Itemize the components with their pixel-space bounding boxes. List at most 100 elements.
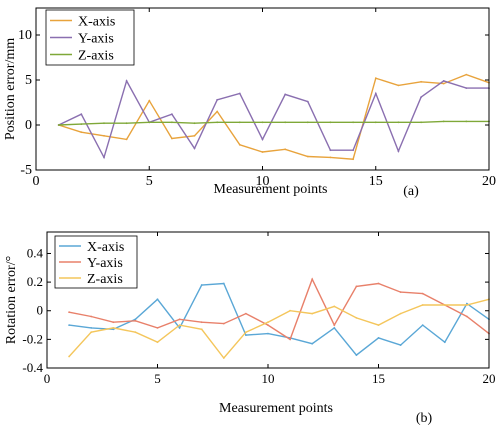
data-point bbox=[134, 331, 137, 334]
data-point bbox=[238, 92, 241, 95]
data-point bbox=[329, 156, 332, 159]
data-point bbox=[442, 120, 445, 123]
chart-panel-b: 0 5 10 15 20 -0.4 -0.2 0 0.2 0.4 Measurement point… bbox=[4, 231, 496, 426]
data-point bbox=[352, 121, 354, 124]
data-point bbox=[171, 113, 173, 116]
data-point bbox=[216, 98, 219, 101]
data-point bbox=[222, 282, 225, 285]
series-line-x-axis bbox=[58, 73, 490, 160]
data-point bbox=[148, 99, 151, 102]
data-point bbox=[355, 354, 358, 356]
data-point bbox=[397, 121, 400, 124]
data-point bbox=[420, 121, 422, 124]
data-point bbox=[261, 121, 264, 124]
data-point bbox=[399, 312, 402, 315]
series-line-z-axis bbox=[58, 120, 489, 126]
data-point bbox=[222, 322, 225, 325]
y-tick-label: 0 bbox=[25, 118, 32, 133]
data-point bbox=[68, 324, 70, 326]
data-point bbox=[245, 331, 247, 334]
data-point bbox=[399, 291, 402, 293]
data-point bbox=[442, 80, 445, 82]
data-point bbox=[421, 292, 424, 295]
x-tick-label: 15 bbox=[369, 174, 383, 189]
data-point bbox=[156, 341, 159, 344]
data-point bbox=[171, 137, 173, 140]
data-point bbox=[421, 324, 424, 326]
data-point bbox=[374, 77, 377, 80]
legend-entry-label: Z-axis bbox=[87, 272, 123, 287]
data-point bbox=[245, 334, 247, 336]
data-point bbox=[465, 87, 468, 89]
data-point bbox=[267, 332, 269, 335]
y-tick-label: -5 bbox=[20, 163, 32, 178]
data-point bbox=[125, 138, 128, 141]
legend-entry-label: Z-axis bbox=[78, 49, 114, 64]
data-point bbox=[355, 285, 358, 288]
legend-entry-label: Y-axis bbox=[78, 32, 114, 47]
x-axis-label: Measurement points bbox=[214, 182, 328, 197]
data-point bbox=[397, 84, 400, 87]
data-point bbox=[377, 282, 380, 285]
data-point bbox=[289, 338, 291, 341]
data-point bbox=[284, 93, 287, 96]
series-line-y-axis bbox=[58, 79, 489, 160]
data-point bbox=[355, 317, 358, 319]
data-point bbox=[329, 121, 332, 124]
series-line-y-axis bbox=[68, 277, 490, 341]
data-point bbox=[68, 355, 70, 358]
data-point bbox=[311, 342, 314, 345]
data-point bbox=[216, 110, 219, 113]
panel-label: (a) bbox=[403, 184, 419, 199]
data-point bbox=[216, 121, 219, 124]
data-point bbox=[238, 143, 241, 146]
data-point bbox=[156, 327, 159, 329]
data-point bbox=[193, 122, 196, 125]
data-point bbox=[178, 327, 181, 329]
y-axis-label: Rotation error/° bbox=[4, 256, 19, 344]
data-point bbox=[466, 304, 468, 306]
data-point bbox=[399, 344, 402, 346]
data-point bbox=[90, 327, 93, 329]
data-point bbox=[80, 123, 83, 125]
legend-entry-label: X-axis bbox=[87, 240, 124, 255]
data-point bbox=[80, 113, 83, 116]
data-point bbox=[333, 305, 336, 308]
y-tick-label: 5 bbox=[25, 73, 32, 88]
data-point bbox=[134, 319, 137, 322]
data-point bbox=[397, 150, 400, 153]
data-point bbox=[306, 100, 309, 103]
data-point bbox=[443, 304, 446, 306]
data-point bbox=[442, 82, 445, 85]
data-point bbox=[466, 315, 468, 318]
data-point bbox=[289, 309, 291, 312]
data-point bbox=[306, 121, 309, 124]
data-point bbox=[125, 80, 128, 82]
data-point bbox=[267, 324, 269, 326]
y-axis-label: Position error/mm bbox=[3, 38, 18, 140]
x-tick-label: 5 bbox=[154, 371, 161, 386]
data-point bbox=[238, 121, 241, 124]
data-point bbox=[420, 80, 422, 83]
data-point bbox=[352, 158, 354, 161]
x-tick-label: 15 bbox=[372, 371, 385, 386]
series-line-z-axis bbox=[68, 298, 490, 360]
data-point bbox=[193, 147, 196, 150]
x-tick-label: 5 bbox=[146, 174, 153, 189]
data-point bbox=[200, 321, 203, 324]
data-point bbox=[261, 138, 264, 141]
data-point bbox=[377, 337, 380, 339]
y-tick-label: 0.2 bbox=[27, 274, 43, 289]
data-point bbox=[245, 312, 247, 315]
data-point bbox=[465, 73, 468, 76]
data-point bbox=[261, 151, 264, 153]
series-line-x-axis bbox=[69, 282, 490, 357]
data-point bbox=[284, 148, 287, 151]
data-point bbox=[178, 324, 181, 326]
data-point bbox=[352, 149, 354, 152]
data-point bbox=[80, 131, 83, 134]
data-point bbox=[333, 324, 336, 326]
data-point bbox=[112, 321, 115, 324]
